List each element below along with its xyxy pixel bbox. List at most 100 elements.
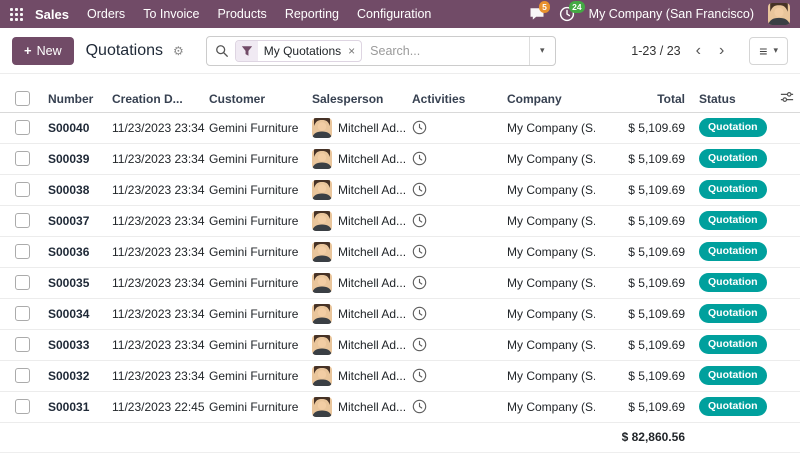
creation-date: 11/23/2023 23:34:1 [112, 120, 205, 135]
app-name[interactable]: Sales [35, 6, 69, 22]
plus-icon: + [24, 43, 32, 58]
search-input[interactable]: Search... [370, 43, 421, 58]
col-header-salesperson[interactable]: Salesperson [308, 86, 408, 113]
search-bar[interactable]: My Quotations × Search... ▾ [205, 35, 556, 66]
messages-icon[interactable]: 5 [529, 1, 551, 22]
row-checkbox[interactable] [15, 151, 30, 167]
facet-remove-icon[interactable]: × [347, 43, 362, 58]
salesperson-name: Mitchell Ad... [338, 213, 407, 228]
view-switcher-button[interactable]: ≡ ▾ [749, 36, 788, 65]
filter-icon [235, 40, 258, 61]
status-badge: Quotation [699, 335, 767, 354]
row-checkbox[interactable] [15, 368, 30, 384]
status-badge: Quotation [699, 211, 767, 230]
company-name: My Company (S... [507, 120, 595, 135]
total-amount: $ 5,109.69 [628, 151, 685, 166]
row-checkbox[interactable] [15, 399, 30, 415]
company-switcher[interactable]: My Company (San Francisco) [588, 7, 754, 21]
sum-total: $ 82,860.56 [595, 422, 695, 453]
salesperson-avatar [312, 272, 332, 293]
customer-name: Gemini Furniture [209, 399, 299, 414]
activity-clock-icon[interactable] [412, 337, 427, 352]
salesperson-avatar [312, 365, 332, 386]
search-dropdown-toggle[interactable]: ▾ [528, 36, 555, 65]
new-button[interactable]: + New [12, 36, 74, 65]
salesperson-name: Mitchell Ad... [338, 368, 407, 383]
quotation-number: S00032 [48, 368, 90, 383]
company-name: My Company (S... [507, 306, 595, 321]
salesperson-avatar [312, 210, 332, 231]
table-row[interactable]: S00037 11/23/2023 23:34:0 Gemini Furnitu… [0, 205, 800, 237]
table-row[interactable]: S00031 11/23/2023 22:45:4 Gemini Furnitu… [0, 391, 800, 423]
pager-next-button[interactable]: › [712, 41, 731, 61]
table-row[interactable]: S00036 11/23/2023 23:34:0 Gemini Furnitu… [0, 236, 800, 268]
col-header-total[interactable]: Total [595, 86, 695, 113]
gear-icon[interactable]: ⚙ [173, 43, 184, 58]
activity-clock-icon[interactable] [412, 151, 427, 166]
activities-count-badge: 24 [568, 1, 586, 13]
customer-name: Gemini Furniture [209, 244, 299, 259]
col-header-activities[interactable]: Activities [408, 86, 503, 113]
customer-name: Gemini Furniture [209, 368, 299, 383]
status-badge: Quotation [699, 273, 767, 292]
quotation-number: S00033 [48, 337, 90, 352]
quotation-number: S00039 [48, 151, 90, 166]
salesperson-name: Mitchell Ad... [338, 244, 407, 259]
row-checkbox[interactable] [15, 120, 30, 136]
col-header-status[interactable]: Status [695, 86, 773, 113]
list-view-icon: ≡ [759, 42, 768, 59]
menu-to-invoice[interactable]: To Invoice [143, 7, 200, 21]
quotation-number: S00035 [48, 275, 90, 290]
row-checkbox[interactable] [15, 306, 30, 322]
quotations-table: Number Creation D... Customer Salesperso… [0, 86, 800, 453]
activities-icon[interactable]: 24 [559, 1, 586, 22]
total-amount: $ 5,109.69 [628, 275, 685, 290]
col-header-customer[interactable]: Customer [205, 86, 308, 113]
activity-clock-icon[interactable] [412, 244, 427, 259]
col-header-company[interactable]: Company [503, 86, 595, 113]
row-checkbox[interactable] [15, 213, 30, 229]
activity-clock-icon[interactable] [412, 306, 427, 321]
row-checkbox[interactable] [15, 275, 30, 291]
customer-name: Gemini Furniture [209, 213, 299, 228]
table-row[interactable]: S00035 11/23/2023 23:34:0 Gemini Furnitu… [0, 267, 800, 299]
menu-products[interactable]: Products [217, 7, 267, 21]
total-amount: $ 5,109.69 [628, 368, 685, 383]
customer-name: Gemini Furniture [209, 120, 299, 135]
creation-date: 11/23/2023 23:34:0 [112, 213, 205, 228]
table-row[interactable]: S00034 11/23/2023 23:34:0 Gemini Furnitu… [0, 298, 800, 330]
activity-clock-icon[interactable] [412, 275, 427, 290]
table-row[interactable]: S00039 11/23/2023 23:34:1 Gemini Furnitu… [0, 143, 800, 175]
row-checkbox[interactable] [15, 182, 30, 198]
col-header-number[interactable]: Number [44, 86, 108, 113]
activity-clock-icon[interactable] [412, 120, 427, 135]
quotation-number: S00037 [48, 213, 90, 228]
table-row[interactable]: S00032 11/23/2023 23:34:0 Gemini Furnitu… [0, 360, 800, 392]
activity-clock-icon[interactable] [412, 399, 427, 414]
table-row[interactable]: S00033 11/23/2023 23:34:0 Gemini Furnitu… [0, 329, 800, 361]
menu-reporting[interactable]: Reporting [284, 7, 340, 21]
menu-configuration[interactable]: Configuration [357, 7, 432, 21]
select-all-checkbox[interactable] [15, 91, 30, 107]
total-amount: $ 5,109.69 [628, 182, 685, 197]
pager-previous-button[interactable]: ‹ [689, 41, 708, 61]
topbar-right: 5 24 My Company (San Francisco) [529, 1, 790, 25]
row-checkbox[interactable] [15, 337, 30, 353]
optional-columns-icon[interactable] [780, 90, 794, 104]
topbar-menu: Orders To Invoice Products Reporting Con… [87, 7, 431, 21]
table-row[interactable]: S00040 11/23/2023 23:34:1 Gemini Furnitu… [0, 112, 800, 144]
apps-grid-icon[interactable] [10, 7, 23, 21]
salesperson-name: Mitchell Ad... [338, 275, 407, 290]
company-name: My Company (S... [507, 182, 595, 197]
creation-date: 11/23/2023 23:34:0 [112, 275, 205, 290]
activity-clock-icon[interactable] [412, 213, 427, 228]
user-avatar[interactable] [768, 3, 790, 25]
table-row[interactable]: S00038 11/23/2023 23:34:1 Gemini Furnitu… [0, 174, 800, 206]
col-header-creation-date[interactable]: Creation D... [108, 86, 205, 113]
clock-icon [559, 6, 574, 22]
menu-orders[interactable]: Orders [86, 7, 126, 21]
row-checkbox[interactable] [15, 244, 30, 260]
quotation-number: S00040 [48, 120, 90, 135]
activity-clock-icon[interactable] [412, 182, 427, 197]
activity-clock-icon[interactable] [412, 368, 427, 383]
